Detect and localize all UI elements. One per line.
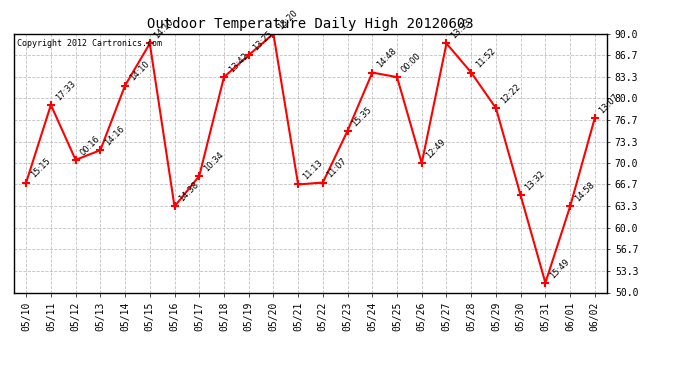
Text: 13:25: 13:25 <box>251 29 275 52</box>
Title: Outdoor Temperature Daily High 20120603: Outdoor Temperature Daily High 20120603 <box>147 17 474 31</box>
Text: 11:52: 11:52 <box>474 46 497 70</box>
Text: 14:38: 14:38 <box>177 180 201 204</box>
Text: 14:58: 14:58 <box>573 180 596 204</box>
Text: 14:10: 14:10 <box>128 60 151 83</box>
Text: 14:10: 14:10 <box>152 18 176 40</box>
Text: 13:33: 13:33 <box>449 17 473 40</box>
Text: 14:16: 14:16 <box>103 124 126 147</box>
Text: 15:15: 15:15 <box>29 157 52 180</box>
Text: 00:00: 00:00 <box>400 51 423 74</box>
Text: 13:32: 13:32 <box>524 170 546 193</box>
Text: 10:34: 10:34 <box>202 150 225 173</box>
Text: 11:07: 11:07 <box>326 156 349 180</box>
Text: 14:48: 14:48 <box>375 46 398 70</box>
Text: 17:33: 17:33 <box>54 79 77 102</box>
Text: 12:22: 12:22 <box>499 82 522 105</box>
Text: Copyright 2012 Cartronics.com: Copyright 2012 Cartronics.com <box>17 39 161 48</box>
Text: 12:49: 12:49 <box>424 137 448 160</box>
Text: 11:13: 11:13 <box>301 159 324 182</box>
Text: 15:49: 15:49 <box>548 257 571 280</box>
Text: 15:35: 15:35 <box>351 105 373 128</box>
Text: 15:20: 15:20 <box>276 8 299 31</box>
Text: 13:42: 13:42 <box>227 51 250 74</box>
Text: 00:16: 00:16 <box>79 134 101 157</box>
Text: 13:07: 13:07 <box>598 92 621 115</box>
